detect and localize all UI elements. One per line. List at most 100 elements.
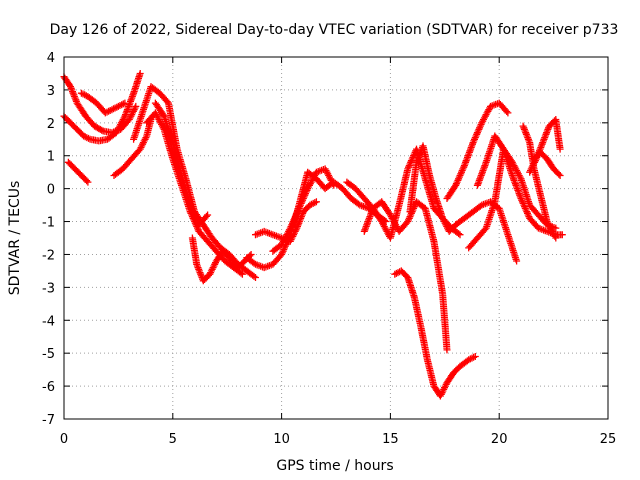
series-track-17 [443,99,512,202]
data-point [298,198,306,206]
data-point [237,269,245,277]
data-point [129,107,137,115]
data-point [188,204,196,212]
data-point [139,140,147,148]
series-track-5 [110,116,155,179]
series-track-20 [473,132,566,239]
y-tick-label: -2 [42,248,55,263]
data-point [286,224,294,232]
series-track-19 [465,145,560,252]
data-point [404,218,412,225]
data-point [302,188,310,196]
data-point [414,155,422,163]
data-point [468,354,476,362]
data-point [415,152,423,160]
data-point [110,105,117,113]
data-point [405,163,412,171]
data-point [81,133,89,141]
data-point [470,137,478,145]
data-point [191,211,199,219]
data-point [329,180,337,188]
data-point [206,270,214,278]
x-axis-label: GPS time / hours [276,458,393,474]
data-point [238,270,246,278]
data-point [311,199,319,207]
data-point [85,134,92,142]
data-point [278,249,286,257]
data-point [70,93,78,100]
data-point [503,108,511,115]
data-point [522,129,530,137]
data-point [473,181,481,189]
y-tick-label: -4 [42,314,55,329]
data-point [186,201,194,209]
x-tick-label: 10 [273,432,290,447]
plot-frame [63,56,609,420]
data-point [443,223,451,230]
y-tick-label: -6 [42,380,55,395]
series-track-16 [406,142,460,235]
x-tick-label: 5 [169,432,177,447]
data-point [80,132,88,140]
data-point [299,195,307,202]
series-track-23 [519,122,560,242]
data-point [291,213,299,221]
x-tick-label: 25 [600,432,617,447]
data-point [499,144,507,152]
data-point [119,100,127,108]
series-track-3 [77,89,129,117]
data-point [457,170,465,178]
data-point [297,213,305,221]
x-tick-label: 15 [382,432,399,447]
data-point [132,102,140,110]
series-track-8 [151,99,212,229]
y-tick-label: -1 [42,216,55,231]
data-point [556,145,564,153]
y-tick-label: 0 [47,183,55,198]
data-point [476,122,484,130]
data-point [439,387,447,395]
data-point [455,173,463,181]
series-track-9 [188,234,255,285]
data-point [204,211,212,219]
data-point [556,172,564,179]
data-point [136,70,144,77]
data-point [121,99,129,107]
data-point [466,355,474,363]
data-point [365,216,373,224]
data-point [511,178,519,186]
data-point [521,204,529,212]
data-point [250,272,258,280]
data-point [558,231,566,239]
data-point [69,89,77,97]
data-point [441,219,449,227]
y-tick-label: -7 [42,413,55,428]
data-point [458,167,466,174]
data-point [455,230,463,238]
data-point [504,109,512,117]
data-point [555,170,563,178]
data-point [84,178,92,186]
data-point [301,191,309,199]
data-point [189,208,197,216]
data-point [452,180,460,188]
y-tick-label: 2 [47,117,55,132]
y-tick-label: -5 [42,347,55,362]
data-point [471,134,479,142]
data-point [142,134,150,142]
data-point [196,269,204,277]
data-point [407,209,415,217]
data-point [192,214,200,222]
y-tick-label: -3 [42,281,55,296]
data-point [544,125,552,133]
data-point [523,208,531,216]
data-point [202,212,210,220]
series-track-2 [60,73,140,137]
y-axis-label: SDTVAR / TECUs [7,181,23,296]
data-point [124,104,132,112]
data-point [83,177,91,185]
data-point [131,104,139,112]
data-point [456,231,464,239]
data-point [296,203,304,211]
data-point [513,257,521,265]
